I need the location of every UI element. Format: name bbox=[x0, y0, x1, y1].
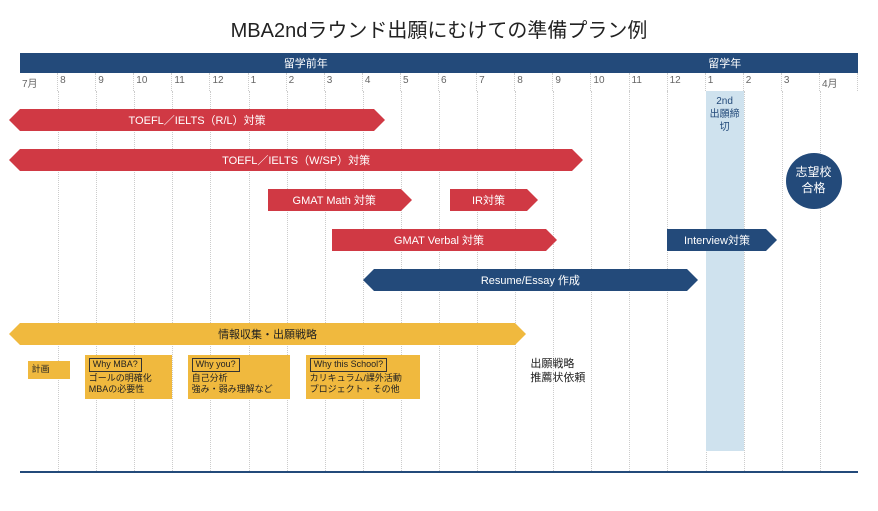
month-label: 2 bbox=[744, 73, 782, 91]
deadline-marker: 2nd出願締切 bbox=[706, 91, 744, 451]
text-strategy-rec: 出願戦略推薦状依頼 bbox=[530, 357, 585, 386]
bar-gmat-verbal: GMAT Verbal 対策 bbox=[332, 229, 545, 251]
month-label: 10 bbox=[591, 73, 629, 91]
box-why-you: Why you?自己分析強み・弱み理解など bbox=[188, 355, 291, 399]
month-label: 3 bbox=[782, 73, 820, 91]
bar-gmat-math: GMAT Math 対策 bbox=[268, 189, 401, 211]
box-plan: 計画 bbox=[28, 361, 70, 379]
month-label: 6 bbox=[439, 73, 477, 91]
month-label: 10 bbox=[134, 73, 172, 91]
month-label: 8 bbox=[58, 73, 96, 91]
box-why-school: Why this School?カリキュラム/課外活動プロジェクト・その他 bbox=[306, 355, 420, 399]
header-bar: 留学前年 留学年 bbox=[20, 53, 858, 73]
header-seg-1: 留学前年 bbox=[20, 53, 592, 73]
month-label: 12 bbox=[210, 73, 248, 91]
bar-toefl-wsp: TOEFL／IELTS（W/SP）対策 bbox=[20, 149, 572, 171]
month-label: 5 bbox=[401, 73, 439, 91]
month-label: 3 bbox=[325, 73, 363, 91]
month-axis: 7月891011121234567891011121234月 bbox=[20, 73, 858, 91]
box-why-mba: Why MBA?ゴールの明確化MBAの必要性 bbox=[85, 355, 173, 399]
month-label: 11 bbox=[630, 73, 668, 91]
month-label: 1 bbox=[249, 73, 287, 91]
month-label: 7 bbox=[477, 73, 515, 91]
header-seg-2: 留学年 bbox=[592, 53, 858, 73]
bar-interview: Interview対策 bbox=[667, 229, 766, 251]
month-label: 4月 bbox=[820, 73, 858, 91]
page-title: MBA2ndラウンド出願にむけての準備プラン例 bbox=[0, 0, 878, 53]
bars-layer: 2nd出願締切 TOEFL／IELTS（R/L）対策 TOEFL／IELTS（W/S… bbox=[20, 91, 858, 451]
month-label: 8 bbox=[515, 73, 553, 91]
month-label: 11 bbox=[172, 73, 210, 91]
bar-ir: IR対策 bbox=[450, 189, 526, 211]
bar-info-strategy: 情報収集・出願戦略 bbox=[20, 323, 515, 345]
month-label: 4 bbox=[363, 73, 401, 91]
bar-resume-essay: Resume/Essay 作成 bbox=[374, 269, 686, 291]
baseline bbox=[20, 471, 858, 473]
month-label: 2 bbox=[287, 73, 325, 91]
bar-toefl-rl: TOEFL／IELTS（R/L）対策 bbox=[20, 109, 374, 131]
month-label: 1 bbox=[706, 73, 744, 91]
gantt-chart: 留学前年 留学年 7月891011121234567891011121234月 … bbox=[20, 53, 858, 473]
goal-circle: 志望校合格 bbox=[786, 153, 842, 209]
month-label: 9 bbox=[96, 73, 134, 91]
month-label: 9 bbox=[553, 73, 591, 91]
month-label: 7月 bbox=[20, 73, 58, 91]
month-label: 12 bbox=[668, 73, 706, 91]
